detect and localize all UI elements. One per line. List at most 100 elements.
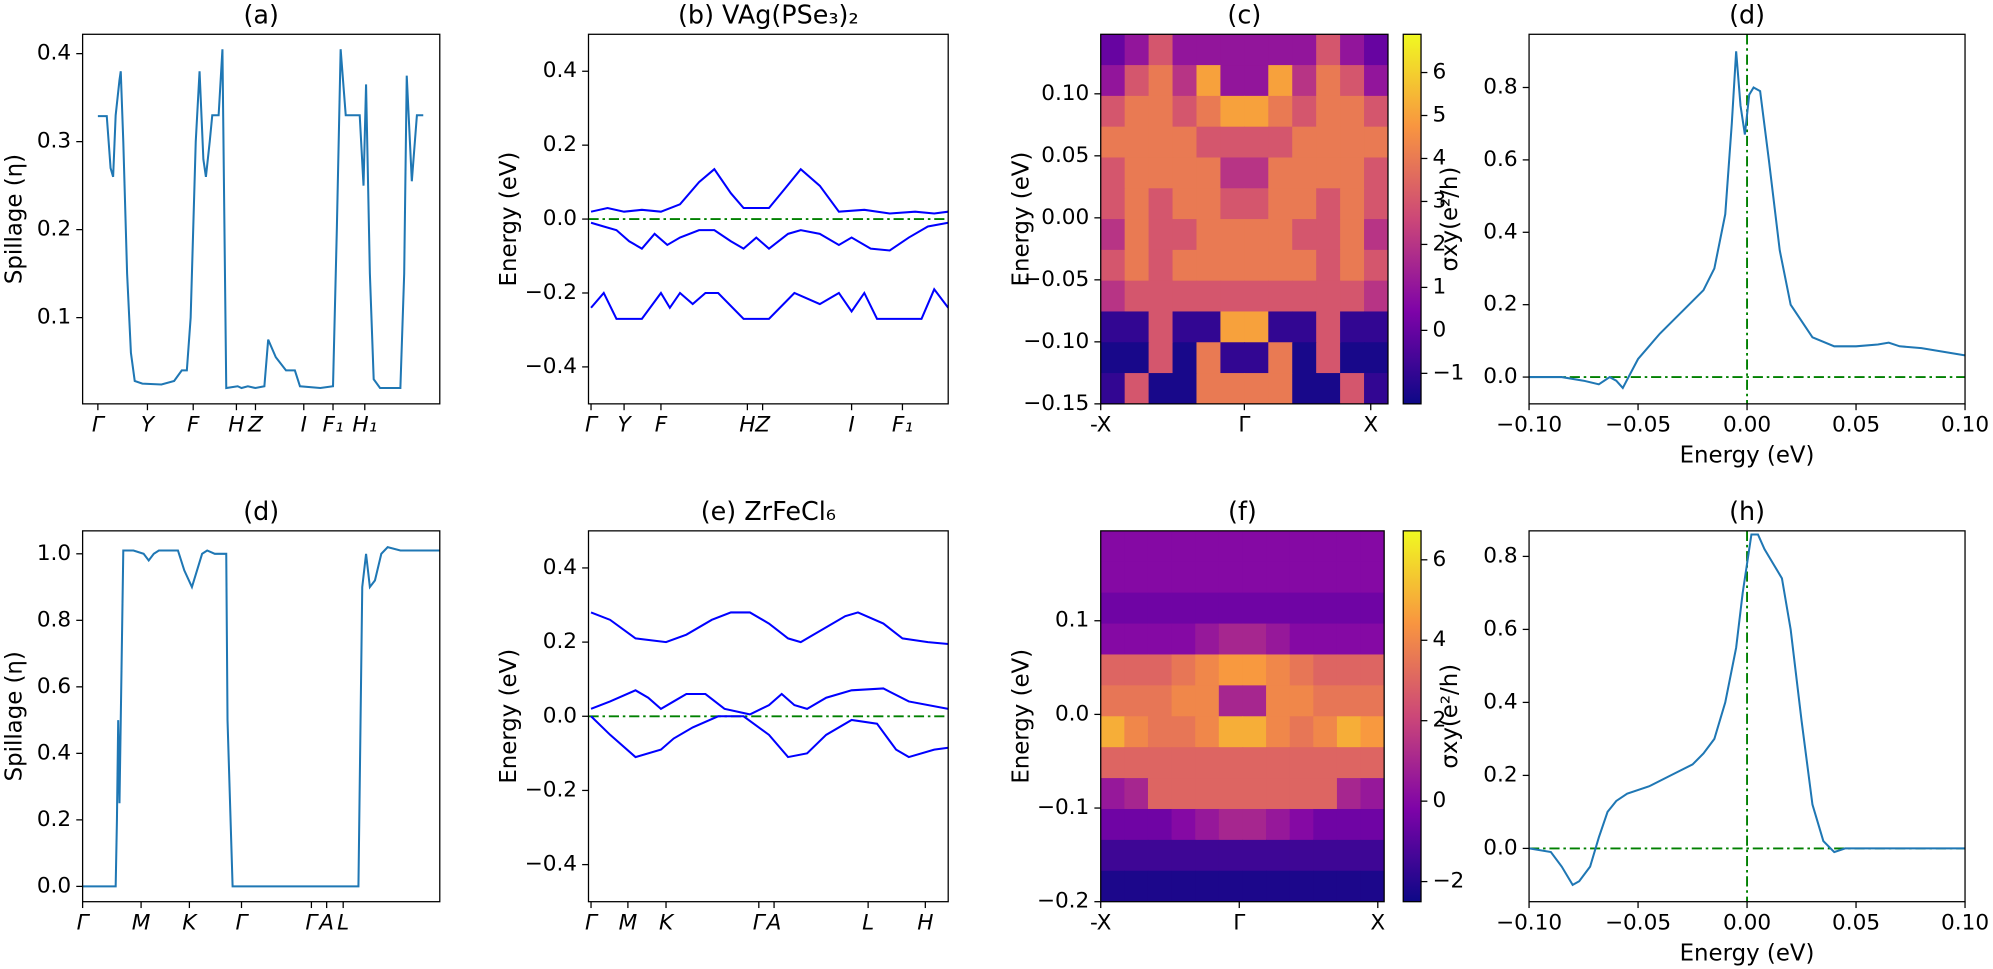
heat-cell <box>1266 685 1291 717</box>
heat-cell <box>1292 373 1317 404</box>
y-tick-label: 0.00 <box>1041 205 1089 230</box>
heat-cell <box>1313 685 1338 717</box>
heat-cell <box>1364 188 1388 220</box>
heat-cell <box>1220 126 1245 159</box>
heat-cell <box>1316 34 1341 66</box>
heat-cell <box>1220 188 1245 220</box>
heat-cell <box>1171 839 1196 872</box>
heat-cell <box>1124 249 1150 282</box>
x-tick-label: Z <box>754 412 771 437</box>
y-tick-label: −0.1 <box>1037 795 1089 820</box>
heat-cell <box>1336 592 1362 625</box>
y-tick-label: 0.3 <box>37 129 71 154</box>
heat-cell <box>1218 839 1244 872</box>
heat-cell <box>1218 716 1244 748</box>
heat-cell <box>1244 280 1269 313</box>
heat-cell <box>1124 219 1150 251</box>
heat-cell <box>1244 65 1269 97</box>
heat-cell <box>1313 870 1338 902</box>
heat-cell <box>1242 716 1267 748</box>
heat-cell <box>1340 311 1365 343</box>
heat-cell <box>1218 778 1244 810</box>
heat-cell <box>1124 778 1149 810</box>
heat-cell <box>1316 157 1341 189</box>
heat-cell <box>1242 561 1267 594</box>
heat-cell <box>1336 561 1362 594</box>
heat-cell <box>1289 716 1314 748</box>
heat-cell <box>1268 249 1293 282</box>
y-tick-label: 0.1 <box>1055 608 1089 633</box>
line <box>590 715 949 759</box>
panel: Γ Y F H Z I F₁ H₁ 0.1 0.2 0.3 0.4 (a) Spillage (η) <box>2 0 441 437</box>
panel-title: (c) <box>1227 0 1261 30</box>
y-tick-label: 0.0 <box>1483 364 1517 389</box>
heat-cell <box>1313 530 1338 563</box>
x-tick-label: −0.10 <box>1496 412 1562 437</box>
line <box>590 611 949 645</box>
heat-cell <box>1316 342 1341 374</box>
heat-cell <box>1340 249 1365 282</box>
heat-cell <box>1289 870 1314 902</box>
heat-cell <box>1195 623 1220 656</box>
heat-cell <box>1100 157 1126 189</box>
heat-cell <box>1100 870 1125 902</box>
heat-cell <box>1289 654 1314 687</box>
heat-cell <box>1316 126 1341 159</box>
y-tick-label: 0.10 <box>1041 81 1089 106</box>
heat-cell <box>1360 778 1385 810</box>
heat-cell <box>1124 65 1150 97</box>
panel-title: (d) <box>243 496 279 526</box>
heat-cell <box>1336 530 1362 563</box>
heat-cell <box>1100 95 1126 128</box>
plot-area <box>1100 530 1385 902</box>
panel: Γ Y F H Z I F₁ 0.4 0.2 0.0 −0.2 −0.4 (b) VAg(PSe₃)₂ E… <box>496 0 949 437</box>
y-tick-label: 0.8 <box>1483 75 1517 100</box>
y-tick-label: −0.15 <box>1023 391 1089 416</box>
colorbar-tick-label: 3 <box>1432 188 1446 213</box>
colorbar-tick-label: 0 <box>1432 788 1446 813</box>
heat-cell <box>1171 623 1196 656</box>
heat-cell <box>1218 870 1244 902</box>
heat-cell <box>1292 219 1317 251</box>
colorbar-tick-label: 4 <box>1432 145 1446 170</box>
heat-cell <box>1316 219 1341 251</box>
x-tick-label: Y <box>141 412 156 437</box>
heat-cell <box>1336 747 1362 779</box>
heat-cell <box>1364 342 1388 374</box>
heat-cell <box>1124 530 1149 563</box>
heat-cell <box>1313 561 1338 594</box>
heat-cell <box>1195 808 1220 841</box>
heat-cell <box>1316 188 1341 220</box>
heat-cell <box>1340 373 1365 404</box>
colorbar <box>1402 530 1422 903</box>
heat-cell <box>1340 34 1365 66</box>
y-tick-label: 0.2 <box>1483 762 1517 787</box>
heat-cell <box>1242 623 1267 656</box>
heat-cell <box>1171 747 1196 779</box>
y-axis-label: Energy (eV) <box>1008 152 1034 287</box>
heat-cell <box>1124 623 1149 656</box>
heat-cell <box>1268 157 1293 189</box>
line <box>1529 533 1966 887</box>
heat-cell <box>1289 623 1314 656</box>
colorbar-tick-label: 6 <box>1432 547 1446 572</box>
x-tick-label: L <box>337 910 349 935</box>
heat-cell <box>1289 778 1314 810</box>
panel: −0.10 −0.05 0.00 0.05 0.10 0.0 0.2 0.4 0.6 0.8 (h)… <box>1437 496 1989 966</box>
heat-cell <box>1218 808 1244 841</box>
y-axis-label: Energy (eV) <box>496 649 522 784</box>
heat-cell <box>1196 219 1222 251</box>
y-tick-label: −0.05 <box>1023 267 1089 292</box>
heat-cell <box>1364 249 1388 282</box>
heat-cell <box>1100 685 1125 717</box>
y-tick-label: 0.0 <box>1055 701 1089 726</box>
heat-cell <box>1266 623 1291 656</box>
heat-cell <box>1148 157 1174 189</box>
y-tick-label: 0.2 <box>37 217 71 242</box>
heat-cell <box>1340 188 1365 220</box>
heat-cell <box>1336 623 1362 656</box>
x-tick-label: Γ <box>235 910 249 935</box>
heat-cell <box>1316 373 1341 404</box>
heat-cell <box>1124 685 1149 717</box>
heat-cell <box>1220 249 1245 282</box>
